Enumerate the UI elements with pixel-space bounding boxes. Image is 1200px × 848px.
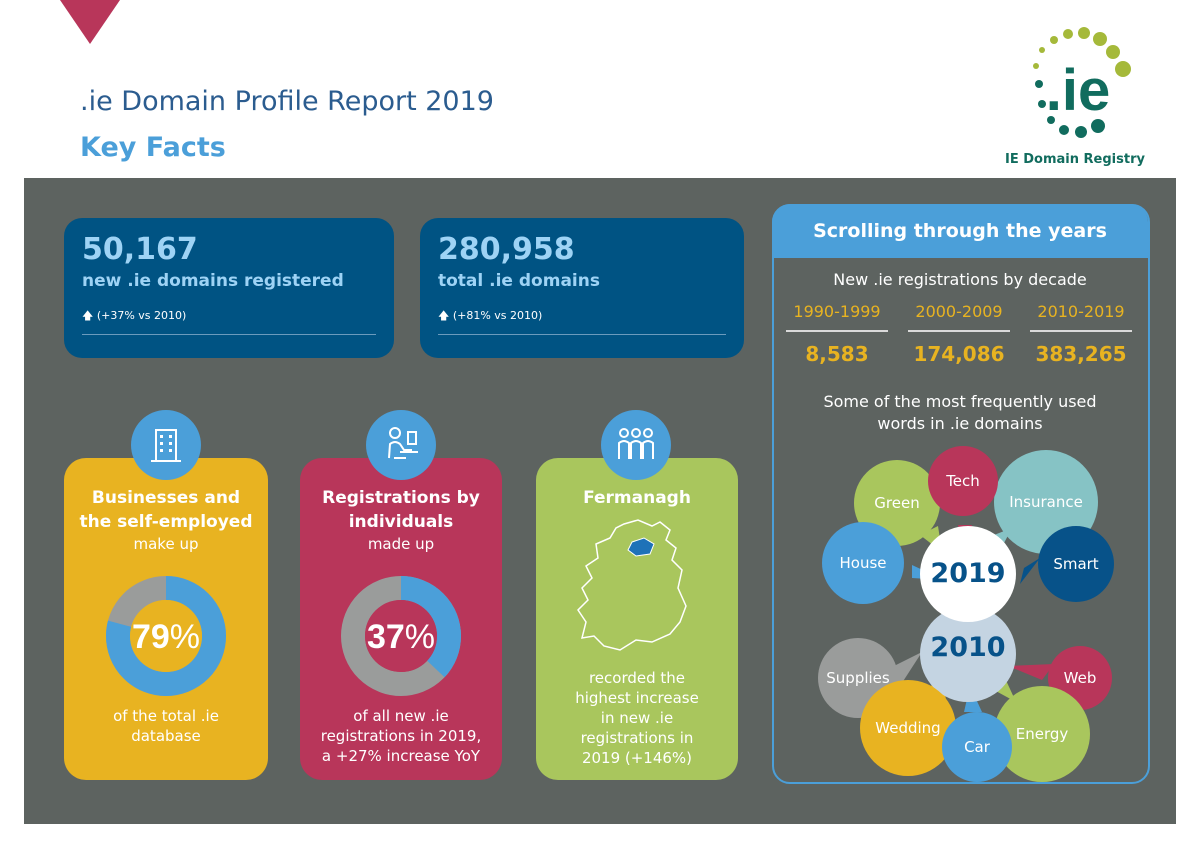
words-heading-line1: Some of the most frequently used — [823, 392, 1097, 411]
card-footnote-line1: recorded the — [588, 669, 686, 687]
word-bubble-web: Web — [1048, 646, 1112, 710]
card-footnote-line1: of the total .ie — [113, 707, 219, 725]
group-people-icon — [618, 428, 654, 459]
logo-caption: IE Domain Registry — [1005, 152, 1145, 167]
building-icon — [151, 429, 181, 462]
stat-label: total .ie domains — [438, 271, 600, 291]
card-footnote-line1: of all new .ie — [353, 707, 449, 725]
words-heading-line2: words in .ie domains — [877, 414, 1043, 433]
divider — [82, 334, 376, 335]
stat-label: new .ie domains registered — [82, 271, 344, 291]
year-2019-label: 2019 — [930, 558, 1006, 589]
up-arrow-icon: 🡅 — [82, 309, 94, 322]
stat-delta: (+81% vs 2010) — [452, 309, 543, 322]
decade-value: 8,583 — [805, 342, 869, 366]
card-footnote-line2: highest increase — [575, 689, 699, 707]
stat-value: 50,167 — [82, 232, 198, 267]
word-bubble-wedding: Wedding — [860, 680, 956, 776]
word-bubble-smart: Smart — [1038, 526, 1114, 602]
card-individuals: Registrations by individuals made up 37%… — [300, 458, 502, 780]
stat-delta: (+37% vs 2010) — [96, 309, 187, 322]
stat-card-total-domains: 280,958 total .ie domains 🡅 (+81% vs 201… — [420, 218, 744, 358]
divider — [438, 334, 726, 335]
card-footnote-line3: a +27% increase YoY — [321, 747, 481, 765]
card-title: Fermanagh — [583, 488, 691, 508]
donut-center — [365, 600, 437, 672]
years-heading: Scrolling through the years — [772, 204, 1148, 258]
card-title-line1: Businesses and — [91, 488, 241, 508]
card-title-line2: individuals — [348, 512, 454, 532]
logo-mark: .ie — [1046, 58, 1111, 123]
card-footnote-line2: registrations in 2019, — [320, 727, 482, 745]
stat-value: 280,958 — [438, 232, 575, 267]
year-2019-circle — [920, 526, 1016, 622]
divider — [1030, 330, 1132, 332]
decade-value: 174,086 — [913, 342, 1005, 366]
building-icon-badge — [131, 410, 201, 480]
group-people-icon-badge — [601, 410, 671, 480]
card-businesses: Businesses and the self-employed make up… — [64, 458, 268, 780]
card-title-line2: the self-employed — [79, 512, 253, 532]
donut-chart-individuals: 37% — [341, 576, 461, 696]
donut-percent-label: 79% — [132, 618, 200, 656]
word-bubble-tech: Tech — [928, 446, 998, 516]
decade-value: 383,265 — [1035, 342, 1127, 366]
card-fermanagh: Fermanagh recorded the highest increase … — [536, 458, 738, 780]
donut-percent-label: 37% — [367, 618, 435, 656]
card-title-line1: Registrations by — [322, 488, 480, 508]
card-footnote-line3: in new .ie — [600, 709, 674, 727]
card-subtitle: made up — [367, 535, 435, 553]
card-subtitle: make up — [133, 535, 199, 553]
donut-arc — [106, 576, 226, 696]
divider — [908, 330, 1010, 332]
years-subheading: New .ie registrations by decade — [833, 270, 1087, 289]
donut-center — [130, 600, 202, 672]
year-2010-circle — [920, 606, 1016, 702]
decade-label: 2000-2009 — [915, 302, 1003, 321]
stat-card-new-domains: 50,167 new .ie domains registered 🡅 (+37… — [64, 218, 394, 358]
fermanagh-highlight — [627, 537, 655, 557]
page-title: .ie Domain Profile Report 2019 — [80, 86, 494, 117]
up-arrow-icon: 🡅 — [438, 309, 450, 322]
donut-chart-businesses: 79% — [106, 576, 226, 696]
person-at-desk-icon-badge — [366, 410, 436, 480]
ireland-map-icon — [577, 519, 687, 651]
card-footnote-line2: database — [131, 727, 201, 745]
word-bubble-energy: Energy — [994, 686, 1090, 782]
page-subtitle: Key Facts — [80, 132, 226, 163]
word-bubble-house: House — [822, 522, 904, 604]
person-at-desk-icon — [388, 427, 418, 459]
word-bubble-car: Car — [942, 712, 1012, 782]
card-footnote-line5: 2019 (+146%) — [581, 749, 693, 767]
ie-logo: .ie — [1033, 27, 1131, 138]
decade-label: 1990-1999 — [793, 302, 881, 321]
divider — [786, 330, 888, 332]
card-footnote-line4: registrations in — [580, 729, 694, 747]
year-2010-label: 2010 — [930, 632, 1006, 663]
decade-label: 2010-2019 — [1037, 302, 1125, 321]
donut-arc — [341, 576, 461, 696]
corner-triangle-decoration — [60, 0, 120, 44]
